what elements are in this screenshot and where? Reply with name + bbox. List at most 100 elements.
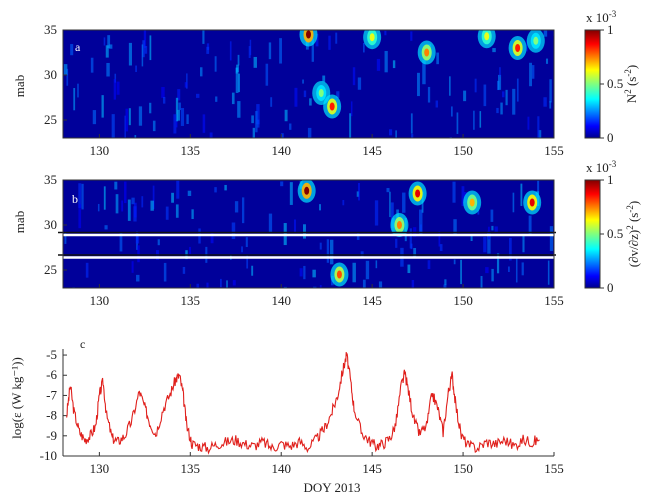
texture-streak bbox=[124, 181, 127, 204]
texture-streak bbox=[231, 222, 236, 240]
texture-streak bbox=[502, 91, 505, 98]
y-tick-label: 30 bbox=[44, 217, 57, 232]
texture-streak bbox=[395, 130, 397, 138]
panel-b-y-ticks: 25 30 35 bbox=[44, 172, 67, 277]
texture-streak bbox=[452, 181, 456, 203]
texture-streak bbox=[176, 180, 180, 199]
x-tick-label: 155 bbox=[544, 293, 564, 308]
texture-streak bbox=[422, 59, 426, 85]
texture-streak bbox=[335, 32, 338, 44]
texture-streak bbox=[491, 268, 494, 282]
texture-streak bbox=[293, 219, 297, 233]
texture-streak bbox=[365, 260, 370, 280]
texture-streak bbox=[90, 57, 94, 73]
x-tick-label: 150 bbox=[453, 143, 473, 158]
texture-streak bbox=[246, 255, 249, 269]
y-tick-label: -10 bbox=[40, 448, 57, 463]
y-tick-label: 30 bbox=[44, 67, 57, 82]
texture-streak bbox=[410, 31, 413, 41]
texture-streak bbox=[253, 56, 257, 68]
texture-streak bbox=[66, 68, 69, 86]
texture-streak bbox=[135, 65, 137, 73]
hotspot-core bbox=[484, 32, 490, 41]
texture-streak bbox=[119, 232, 123, 252]
texture-streak bbox=[521, 262, 524, 276]
texture-streak bbox=[251, 115, 254, 124]
y-tick-label: 35 bbox=[44, 172, 57, 187]
panel-c-letter: c bbox=[80, 337, 85, 351]
texture-streak bbox=[470, 234, 473, 242]
x-tick-label: 140 bbox=[271, 293, 291, 308]
texture-streak bbox=[515, 256, 518, 283]
texture-streak bbox=[507, 266, 510, 272]
texture-streak bbox=[322, 75, 326, 83]
texture-streak bbox=[135, 233, 140, 244]
texture-streak bbox=[303, 265, 306, 280]
texture-streak bbox=[137, 245, 140, 263]
texture-streak bbox=[210, 232, 214, 244]
texture-streak bbox=[143, 30, 147, 48]
hotspot-core bbox=[515, 44, 521, 52]
texture-streak bbox=[376, 58, 381, 71]
panel-c-y-ticks: -10 -9 -8 -7 -6 -5 bbox=[40, 347, 67, 463]
hotspot-core bbox=[304, 186, 310, 195]
texture-streak bbox=[329, 239, 334, 265]
texture-streak bbox=[439, 244, 443, 252]
texture-streak bbox=[124, 115, 126, 138]
x-tick-label: 155 bbox=[544, 143, 564, 158]
texture-streak bbox=[113, 78, 116, 100]
texture-streak bbox=[547, 260, 550, 285]
texture-streak bbox=[537, 180, 540, 195]
texture-streak bbox=[152, 185, 155, 209]
texture-streak bbox=[402, 192, 406, 213]
texture-streak bbox=[463, 90, 467, 102]
texture-streak bbox=[252, 127, 255, 138]
texture-streak bbox=[384, 30, 387, 36]
texture-streak bbox=[436, 52, 439, 65]
panel-b-frame bbox=[62, 179, 555, 289]
texture-streak bbox=[427, 86, 431, 103]
hotspot-core bbox=[306, 30, 311, 39]
colorbar-a-multiplier: x 10-3 bbox=[586, 9, 617, 25]
texture-streak bbox=[543, 97, 547, 107]
texture-streak bbox=[420, 224, 422, 234]
texture-streak bbox=[410, 113, 413, 134]
texture-streak bbox=[237, 54, 240, 66]
texture-streak bbox=[237, 101, 241, 118]
texture-streak bbox=[175, 97, 179, 122]
texture-streak bbox=[302, 79, 304, 84]
x-tick-label: 150 bbox=[453, 461, 473, 476]
texture-streak bbox=[531, 65, 535, 79]
texture-streak bbox=[127, 199, 131, 221]
texture-streak bbox=[64, 231, 67, 244]
colorbar-b bbox=[584, 179, 601, 289]
texture-streak bbox=[107, 35, 111, 49]
texture-streak bbox=[479, 111, 482, 128]
texture-streak bbox=[163, 262, 167, 282]
texture-streak bbox=[352, 262, 356, 283]
texture-streak bbox=[352, 67, 356, 86]
texture-streak bbox=[103, 186, 106, 210]
texture-streak bbox=[141, 196, 144, 208]
y-tick-label: -5 bbox=[46, 347, 57, 362]
texture-streak bbox=[545, 58, 549, 64]
texture-streak bbox=[284, 109, 288, 122]
texture-streak bbox=[520, 183, 523, 206]
texture-streak bbox=[349, 113, 352, 138]
texture-streak bbox=[474, 78, 477, 93]
texture-streak bbox=[378, 281, 383, 288]
texture-streak bbox=[417, 72, 420, 97]
y-tick-label: 25 bbox=[44, 262, 57, 277]
panel-b-gap-lines bbox=[58, 231, 556, 259]
panel-a-hotspots bbox=[299, 30, 545, 119]
texture-streak bbox=[171, 192, 174, 203]
texture-streak bbox=[527, 116, 530, 130]
texture-streak bbox=[477, 210, 480, 215]
texture-streak bbox=[309, 98, 312, 106]
texture-streak bbox=[231, 92, 235, 105]
texture-streak bbox=[92, 110, 97, 125]
texture-streak bbox=[350, 101, 353, 117]
texture-streak bbox=[549, 226, 554, 252]
colorbar-a-label: N2 (s-2) bbox=[623, 65, 639, 103]
